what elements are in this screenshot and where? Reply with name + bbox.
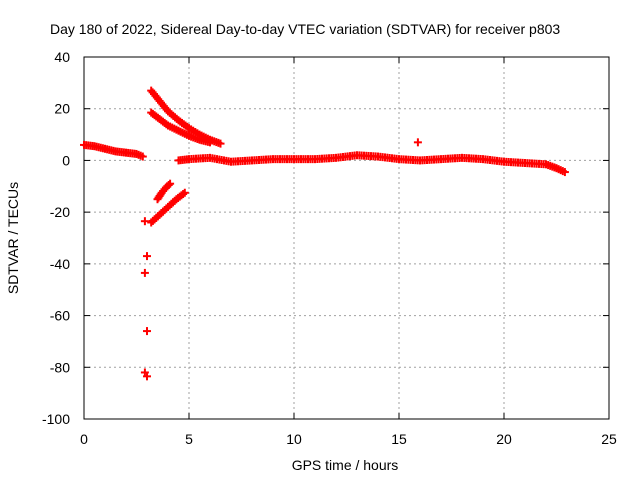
y-axis-label: SDTVAR / TECUs	[5, 182, 21, 294]
y-tick-label: -80	[50, 359, 70, 375]
grid-lines	[84, 57, 609, 419]
data-point	[166, 179, 175, 188]
y-tick-label: -40	[50, 256, 70, 272]
data-point	[140, 268, 149, 277]
data-point	[164, 180, 173, 189]
data-point	[560, 168, 569, 177]
y-tick-label: -60	[50, 308, 70, 324]
y-tick-label: -20	[50, 204, 70, 220]
data-point	[206, 138, 214, 147]
y-tick-label: 0	[62, 152, 70, 168]
y-tick-label: -100	[42, 411, 70, 427]
data-point	[180, 188, 189, 197]
x-tick-label: 25	[601, 431, 617, 447]
data-point	[143, 252, 151, 261]
x-axis-label: GPS time / hours	[292, 457, 399, 473]
y-tick-labels: -100 -80 -60 -40 -20 0 20 40	[42, 49, 70, 427]
x-tick-label: 20	[496, 431, 512, 447]
data-point	[143, 327, 151, 336]
x-tick-label: 5	[185, 431, 193, 447]
plot-frame	[83, 56, 610, 420]
x-tick-label: 0	[80, 431, 88, 447]
x-tick-label: 15	[391, 431, 407, 447]
x-tick-label: 10	[286, 431, 302, 447]
chart-title: Day 180 of 2022, Sidereal Day-to-day VTE…	[50, 21, 560, 37]
data-point	[413, 138, 422, 147]
y-tick-label: 20	[54, 101, 70, 117]
data-point	[138, 152, 147, 161]
data-points	[80, 86, 569, 381]
data-point	[140, 217, 149, 226]
axis-ticks	[83, 56, 610, 420]
data-point	[216, 139, 225, 148]
y-tick-label: 40	[54, 49, 70, 65]
x-tick-labels: 0 5 10 15 20 25	[80, 431, 617, 447]
data-point	[143, 372, 151, 381]
